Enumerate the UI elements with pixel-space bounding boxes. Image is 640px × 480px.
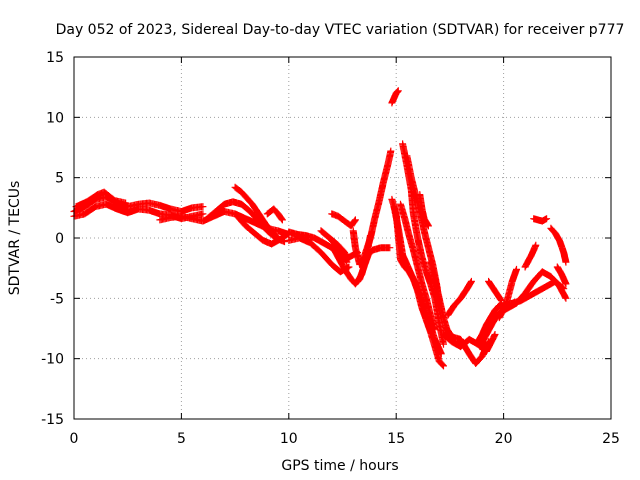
data-track bbox=[397, 200, 439, 334]
data-track bbox=[495, 265, 520, 322]
data-track bbox=[485, 277, 505, 305]
data-point-markers bbox=[553, 263, 570, 288]
chart-title: Day 052 of 2023, Sidereal Day-to-day VTE… bbox=[56, 22, 625, 38]
data-track bbox=[72, 188, 130, 211]
data-track bbox=[444, 277, 475, 319]
x-tick-label: 20 bbox=[495, 431, 513, 447]
data-track bbox=[442, 323, 493, 367]
data-track bbox=[553, 263, 570, 288]
data-track bbox=[231, 183, 282, 242]
x-tick-label: 5 bbox=[177, 431, 186, 447]
data-track bbox=[521, 241, 540, 271]
y-tick-label: -15 bbox=[41, 412, 64, 428]
x-axis-label: GPS time / hours bbox=[281, 458, 398, 474]
y-tick-label: 0 bbox=[55, 231, 64, 247]
data-point-markers bbox=[328, 236, 351, 266]
data-point-markers bbox=[354, 232, 374, 285]
data-point-markers bbox=[444, 277, 475, 319]
data-track bbox=[530, 215, 551, 225]
x-tick-label: 25 bbox=[602, 431, 620, 447]
data-point-markers bbox=[328, 210, 359, 230]
data-track bbox=[328, 210, 359, 230]
data-point-markers bbox=[388, 87, 402, 107]
data-point-markers bbox=[495, 265, 520, 322]
data-track bbox=[354, 232, 374, 285]
data-track bbox=[388, 87, 402, 107]
y-axis-label: SDTVAR / TECUs bbox=[7, 181, 23, 296]
tick-layer: 0 5 10 15 20 25 -15 -10 -5 0 5 10 15 bbox=[41, 50, 620, 447]
data-track bbox=[547, 224, 570, 266]
y-tick-label: 15 bbox=[46, 50, 64, 66]
data-point-markers bbox=[442, 323, 493, 367]
data-track bbox=[233, 212, 293, 248]
data-point-markers bbox=[231, 183, 282, 242]
y-tick-label: -10 bbox=[41, 352, 64, 368]
data-point-markers bbox=[530, 215, 551, 225]
data-point-markers bbox=[233, 212, 293, 248]
data-point-markers bbox=[547, 224, 570, 266]
x-tick-label: 0 bbox=[70, 431, 79, 447]
data-track bbox=[328, 236, 351, 266]
data-point-markers bbox=[416, 191, 432, 230]
y-tick-label: 5 bbox=[55, 171, 64, 187]
y-tick-label: -5 bbox=[50, 291, 64, 307]
data-track bbox=[263, 205, 286, 224]
x-tick-label: 10 bbox=[280, 431, 298, 447]
data-point-markers bbox=[397, 200, 439, 334]
data-point-markers bbox=[521, 241, 540, 271]
data-track bbox=[416, 191, 432, 230]
data-point-markers bbox=[72, 188, 130, 211]
plot-frame bbox=[73, 56, 612, 420]
grid-layer bbox=[74, 57, 611, 419]
data-track bbox=[390, 203, 445, 358]
data-point-markers bbox=[485, 277, 505, 305]
y-tick-label: 10 bbox=[46, 110, 64, 126]
data-point-markers bbox=[263, 205, 286, 224]
data-point-markers bbox=[390, 203, 445, 358]
x-tick-label: 15 bbox=[387, 431, 405, 447]
data-layer bbox=[70, 87, 570, 370]
